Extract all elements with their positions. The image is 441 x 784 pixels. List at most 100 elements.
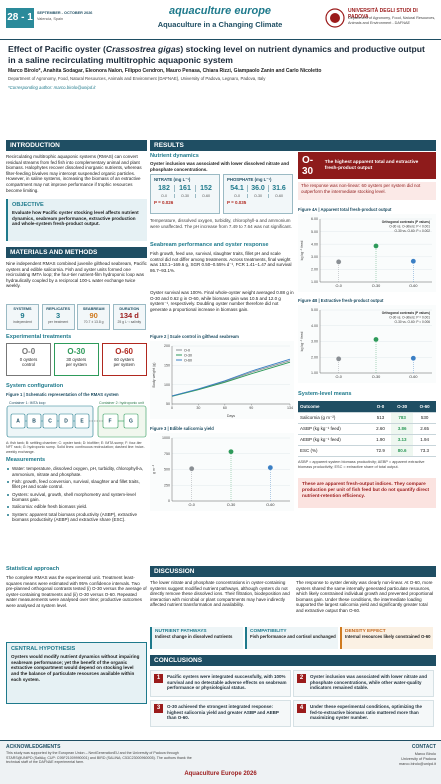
y-tick-label: 50 <box>166 402 170 406</box>
section-heading: RESULTS <box>150 140 436 151</box>
treatment-line: per system <box>65 362 87 368</box>
section-heading: DISCUSSION <box>150 566 436 577</box>
y-tick-label: 3.00 <box>311 255 318 259</box>
column-header: Outcome <box>298 401 371 413</box>
dot <box>267 464 274 471</box>
species: Crassostrea gigas <box>105 44 181 54</box>
treatment-box: O-0 0 oysters control <box>6 343 51 376</box>
conclusion-text: Pacific oysters were integrated successf… <box>167 674 287 690</box>
contact-line: Marco Birolo <box>414 752 436 756</box>
table-cell: Salicornia (g m⁻²) <box>298 412 371 424</box>
contact: Marco Birolo University of Padova marco.bi… <box>336 752 436 766</box>
panel-group: O-0 <box>234 194 240 198</box>
table-row: ASBP (kg kg⁻¹ feed) 2.60 3.86 2.65 <box>298 423 436 435</box>
contact-heading: CONTACT <box>411 744 436 750</box>
table-cell: 2.65 <box>413 423 436 435</box>
department: Department of Agronomy, Food, Natural Re… <box>348 16 436 25</box>
unit <box>10 413 26 429</box>
dot <box>228 448 234 455</box>
annotation: O-30 vs. O-60: P = 0.002 <box>395 229 431 233</box>
subheading: Statistical approach <box>6 566 60 572</box>
panel-values: 182 161 152 <box>154 185 216 192</box>
highlight-text: The highest apparent total and extractiv… <box>324 159 419 171</box>
x-axis-label: Days <box>227 414 235 418</box>
header <box>0 0 441 40</box>
discussion-text: The lower nitrate and phosphate concentr… <box>150 580 290 608</box>
performance-text: Fish growth, feed use, survival, slaught… <box>150 251 292 273</box>
figure-1: Container 1: IMTA loop Container 2: hydro… <box>6 401 147 438</box>
subheading: System configuration <box>6 383 64 389</box>
dot <box>373 243 379 249</box>
dot <box>410 355 417 361</box>
bullet: System: apparent total biomass productiv… <box>6 512 147 523</box>
affiliation: Department of Agronomy, Food, Natural Re… <box>8 76 266 81</box>
bullet: Fish: growth, feed conversion, survival,… <box>6 479 147 490</box>
conclusion-text: Oyster inclusion was associated with low… <box>310 674 428 690</box>
table-cell: 72.9 <box>370 445 391 457</box>
panel-group: O-30 <box>247 194 268 198</box>
panel-group: O-0 <box>161 194 167 198</box>
stat-note: 25 g L⁻¹ salinity <box>117 320 142 324</box>
tagline: Aquaculture in a Changing Climate <box>157 20 283 29</box>
x-tick-label: O-60 <box>409 284 417 288</box>
table-cell: 80.6 <box>390 445 414 457</box>
table-cell: 1.90 <box>370 434 391 446</box>
y-tick-label: 200 <box>164 344 170 348</box>
university: UNIVERSITÀ DEGLI STUDI DI PADOVA <box>348 8 418 20</box>
conclusion-text: Under these experimental conditions, opt… <box>310 704 423 720</box>
bullet: Oysters: survival, growth, shell morphom… <box>6 492 147 503</box>
table-cell: 530 <box>413 412 436 424</box>
conclusion: 2 Oyster inclusion was associated with lo… <box>293 670 434 697</box>
y-tick-label: 150 <box>164 364 170 368</box>
stat-note: 70.7 ± 13.8 g <box>83 320 104 324</box>
treatment-line: control <box>22 362 35 368</box>
x-tick-label: 60 <box>223 406 227 410</box>
nutrient-text: Temperature, dissolved oxygen, turbidity… <box>150 218 292 229</box>
box-text: Indirect change in dissolved nutrients <box>155 634 233 639</box>
x-tick-label: O-0 <box>335 284 341 288</box>
statistics-text: The complete RMAS was the experimental u… <box>6 575 147 608</box>
dot <box>335 259 342 265</box>
objective-text: Evaluate how Pacific oyster stocking lev… <box>12 210 139 227</box>
contact-line: University of Padova <box>401 756 436 761</box>
x-tick-label: 30 <box>196 406 200 410</box>
x-tick-label: O-30 <box>372 284 380 288</box>
stat-value: 134 d <box>119 311 139 320</box>
university-seal <box>325 8 345 28</box>
highlight-note: The response was non-linear: 60 oysters … <box>298 182 436 200</box>
y-tick-label: 100 <box>164 383 170 387</box>
hypothesis-box: CENTRAL HYPOTHESIS Oysters would modify … <box>6 642 147 704</box>
nutrient-panel: PHOSPHATE (mg L⁻¹) 54.1 36.0 31.6 O-0 O-30 O-6… <box>223 174 293 214</box>
dates: SEPTEMBER - OCTOBER 2026 <box>37 11 93 15</box>
panel-group: O-60 <box>195 194 216 198</box>
panel-value: 182 <box>158 185 170 192</box>
bullet: Salicornia: edible fresh biomass yield. <box>6 504 147 510</box>
stat-label: SYSTEMS <box>13 307 32 311</box>
nutrient-panel: NITRATE (mg L⁻¹) 182 161 152 O-0 O-30 O-60 P = … <box>150 174 220 214</box>
box-title: NUTRIENT PATHWAYS <box>155 629 207 634</box>
table-header: Outcome O-0 O-30 O-60 <box>298 401 436 413</box>
section-heading: INTRODUCTION <box>6 140 147 151</box>
y-tick-label: 250 <box>164 483 170 487</box>
table-cell: 513 <box>370 412 391 424</box>
treatment-line: per system <box>113 362 135 368</box>
dot <box>373 336 379 343</box>
box-title: COMPATIBILITY <box>250 629 287 634</box>
conclusions: 1 Pacific oysters were integrated success… <box>150 670 440 730</box>
unit-label: A <box>16 419 20 425</box>
x-tick-label: 90 <box>249 406 253 410</box>
conclusion-number: 1 <box>154 674 163 683</box>
treatment-box: O-60 60 oysters per system <box>101 343 147 376</box>
edition: 28 - 1 <box>6 8 34 28</box>
unit <box>42 413 58 429</box>
stat-box: SYSTEMS 9 independent <box>6 304 39 330</box>
figure-2: 50 100 150 200 Body weight (g) Days 0 30 60 90 134… <box>150 341 294 419</box>
y-tick-label: 1.00 <box>311 371 318 375</box>
panel-label: NITRATE (mg L⁻¹) <box>154 177 191 182</box>
subheading: Experimental treatments <box>6 334 72 340</box>
title-part: Effect of Pacific oyster ( <box>8 44 106 54</box>
annotation: O-30 vs. O-others: P = 0.001 <box>389 315 430 319</box>
highlight-code: O-30 <box>302 154 314 177</box>
discussion-box: NUTRIENT PATHWAYS Indirect change in diss… <box>150 627 243 649</box>
